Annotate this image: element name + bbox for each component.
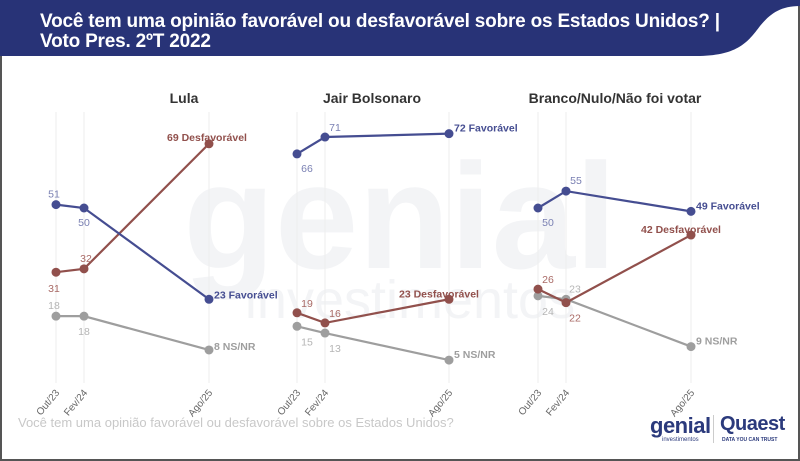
data-label: 18 bbox=[48, 300, 60, 312]
series-line bbox=[296, 325, 450, 362]
data-label: 32 bbox=[80, 253, 92, 265]
x-tick-label: Out/23 bbox=[276, 388, 304, 418]
data-label: 8 NS/NR bbox=[214, 341, 256, 353]
data-label: 72 Favorável bbox=[454, 123, 518, 135]
data-point bbox=[320, 318, 330, 328]
data-point bbox=[686, 206, 696, 216]
x-tick-label: Fev/24 bbox=[62, 388, 90, 419]
data-label: 55 bbox=[570, 175, 582, 187]
data-label: 18 bbox=[78, 326, 90, 338]
data-label: 71 bbox=[329, 122, 341, 134]
watermark-investimentos: investimentos bbox=[245, 270, 575, 330]
series-favoravel: 66 71 72 Favorável bbox=[292, 122, 518, 175]
data-point bbox=[561, 186, 571, 196]
panel-title: Jair Bolsonaro bbox=[323, 90, 421, 106]
data-label: 13 bbox=[329, 343, 341, 355]
data-point bbox=[320, 132, 330, 142]
quaest-logo: Quaest bbox=[720, 413, 785, 435]
data-point bbox=[292, 149, 302, 159]
data-point bbox=[444, 294, 454, 304]
series-nsnr: 18 18 8 NS/NR bbox=[48, 300, 256, 355]
data-label: 50 bbox=[78, 217, 90, 229]
data-point bbox=[292, 321, 302, 331]
data-label: 23 Desfavorável bbox=[399, 288, 479, 300]
x-tick-label: Out/23 bbox=[35, 388, 63, 418]
data-point bbox=[320, 328, 330, 338]
x-tick-label: Fev/24 bbox=[303, 388, 331, 419]
data-label: 26 bbox=[542, 274, 554, 286]
data-label: 23 Favorável bbox=[214, 289, 278, 301]
series-favoravel: 50 55 49 Favorável bbox=[533, 175, 760, 229]
series-desfavoravel: 26 22 42 Desfavorável bbox=[533, 224, 721, 325]
data-point bbox=[79, 264, 89, 274]
data-point bbox=[686, 230, 696, 240]
data-point bbox=[51, 200, 61, 210]
data-point bbox=[444, 129, 454, 139]
data-point bbox=[533, 291, 543, 301]
data-label: 19 bbox=[301, 298, 313, 310]
data-point bbox=[51, 267, 61, 277]
title-line-1: Você tem uma opinião favorável ou desfav… bbox=[40, 11, 720, 32]
logo-divider bbox=[713, 415, 714, 443]
watermark-genial: genial bbox=[183, 132, 616, 300]
data-label: 69 Desfavorável bbox=[167, 132, 247, 144]
data-label: 31 bbox=[48, 283, 60, 295]
data-label: 5 NS/NR bbox=[454, 349, 496, 361]
data-point bbox=[204, 345, 214, 355]
data-label: 9 NS/NR bbox=[696, 336, 738, 348]
quaest-logo-sub: DATA YOU CAN TRUST bbox=[722, 437, 778, 443]
panel-title: Branco/Nulo/Não foi votar bbox=[529, 90, 702, 106]
data-label: 15 bbox=[301, 336, 313, 348]
data-point bbox=[292, 308, 302, 318]
footnote: Você tem uma opinião favorável ou desfav… bbox=[18, 415, 454, 430]
header-banner bbox=[0, 0, 800, 56]
genial-logo: genial bbox=[650, 413, 711, 438]
series-desfavoravel: 31 32 69 Desfavorável bbox=[48, 132, 247, 295]
series-favoravel: 51 50 23 Favorável bbox=[48, 189, 278, 304]
data-label: 50 bbox=[542, 217, 554, 229]
data-point bbox=[79, 203, 89, 213]
data-point bbox=[533, 203, 543, 213]
data-point bbox=[686, 342, 696, 352]
data-point bbox=[51, 311, 61, 321]
data-label: 42 Desfavorável bbox=[641, 224, 721, 236]
genial-logo-sub: investimentos bbox=[662, 437, 699, 443]
data-label: 23 bbox=[569, 283, 581, 295]
data-label: 49 Favorável bbox=[696, 200, 760, 212]
data-point bbox=[79, 311, 89, 321]
data-point bbox=[444, 355, 454, 365]
data-label: 24 bbox=[542, 306, 554, 318]
series-desfavoravel: 19 16 23 Desfavorável bbox=[292, 288, 479, 328]
data-label: 66 bbox=[301, 163, 313, 175]
x-tick-label: Fev/24 bbox=[544, 388, 572, 419]
data-label: 22 bbox=[569, 313, 581, 325]
data-point bbox=[204, 139, 214, 149]
panel-title: Lula bbox=[170, 90, 199, 106]
data-point bbox=[561, 298, 571, 308]
data-label: 51 bbox=[48, 189, 60, 201]
x-tick-label: Out/23 bbox=[517, 388, 545, 418]
page-title: Você tem uma opinião favorável ou desfav… bbox=[40, 12, 720, 52]
series-nsnr: 15 13 5 NS/NR bbox=[292, 321, 496, 365]
title-line-2: Voto Pres. 2ºT 2022 bbox=[40, 31, 211, 52]
header-shape bbox=[0, 0, 800, 56]
data-label: 16 bbox=[329, 308, 341, 320]
data-point bbox=[533, 284, 543, 294]
data-point bbox=[204, 294, 214, 304]
